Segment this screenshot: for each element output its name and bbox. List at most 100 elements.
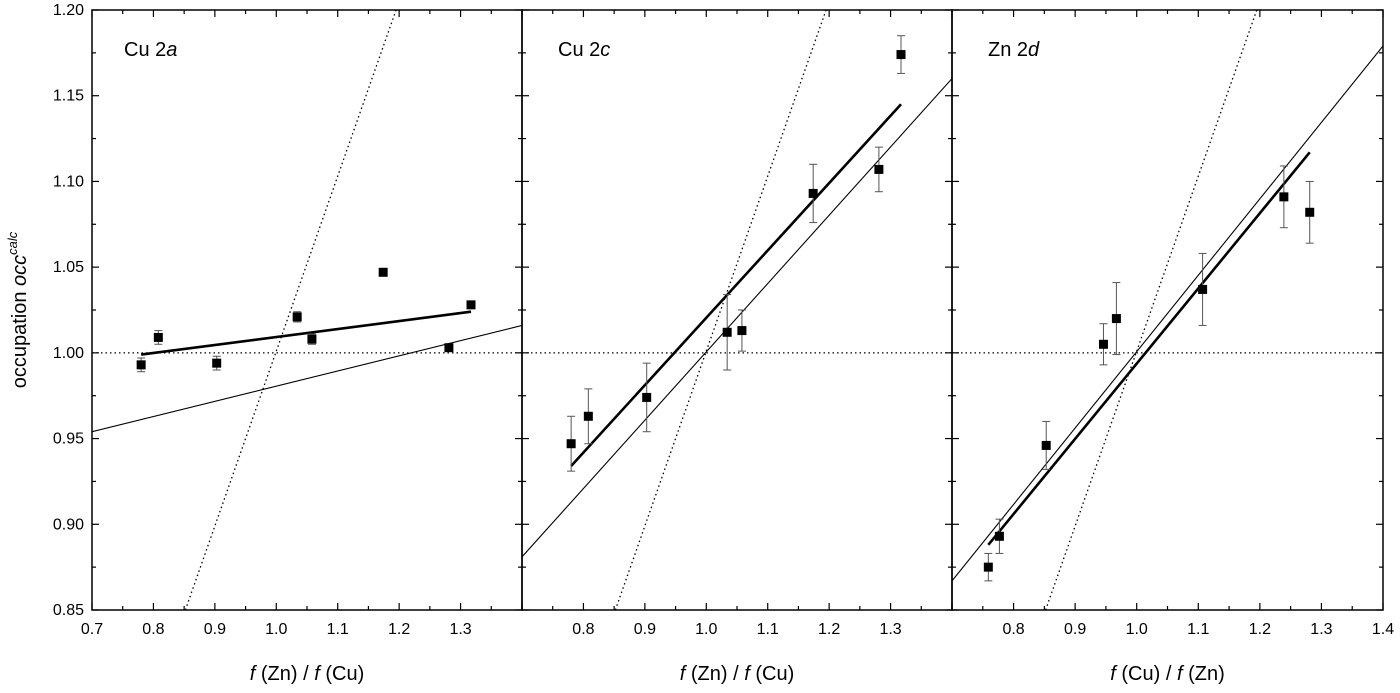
x-tick-label: 0.9: [1064, 621, 1086, 638]
data-point: [378, 267, 388, 277]
x-tick-label: 0.8: [1002, 621, 1024, 638]
data-point: [874, 164, 884, 174]
data-point: [307, 334, 317, 344]
dotted-diagonal-line: [1044, 10, 1258, 610]
x-axis-title-f: f: [680, 663, 688, 685]
panel-frame: [951, 9, 1384, 611]
x-axis-title-text: (Cu): [750, 663, 794, 685]
y-tick-label: 1.00: [53, 345, 84, 362]
x-tick-label: 1.1: [757, 621, 779, 638]
panel-label: Cu 2c: [558, 39, 610, 61]
y-tick-label: 1.10: [53, 173, 84, 190]
data-point: [808, 188, 818, 198]
data-point: [136, 360, 146, 370]
x-tick-label: 1.3: [449, 621, 471, 638]
panel-frame: [91, 9, 523, 611]
data-point: [983, 562, 993, 572]
x-axis-title-f: f: [250, 663, 258, 685]
panel-label: Zn 2d: [988, 39, 1040, 61]
x-tick-label: 1.0: [265, 621, 287, 638]
y-tick-label: 1.15: [53, 88, 84, 105]
x-axis-title-f: f: [1177, 663, 1185, 685]
y-axis-title-text: occupation: [9, 286, 31, 388]
x-tick-label: 0.9: [204, 621, 226, 638]
data-point: [994, 531, 1004, 541]
x-axis-title: f (Zn) / f (Cu): [250, 663, 364, 685]
thick-fit-line: [140, 310, 472, 356]
y-tick-label: 0.95: [53, 431, 84, 448]
dotted-diagonal-line: [614, 10, 827, 610]
panel-label-italic: d: [1028, 39, 1040, 61]
panel-label-text: Cu 2: [558, 39, 600, 61]
data-point: [737, 326, 747, 336]
x-tick-label: 0.8: [572, 621, 594, 638]
x-tick-label: 1.1: [1187, 621, 1209, 638]
thin-reference-line: [952, 45, 1383, 582]
x-axis-title-text: (Zn): [1183, 663, 1225, 685]
data-point: [642, 392, 652, 402]
dotted-diagonal-line: [184, 10, 397, 610]
data-point: [896, 50, 906, 60]
data-point: [444, 343, 454, 353]
panel-3: 0.8 0.9 1.0 1.1 1.2 1.3 1.4 Zn 2d f (Cu) / f (Zn…: [951, 9, 1394, 685]
data-point: [292, 312, 302, 322]
panel-plot-area: [92, 10, 522, 610]
thin-reference-line: [522, 78, 952, 558]
x-axis-title-text: (Zn) /: [255, 663, 314, 685]
y-tick-label: 0.90: [53, 516, 84, 533]
x-axis-title: f (Cu) / f (Zn): [1110, 663, 1224, 685]
data-point: [1041, 440, 1051, 450]
panel-label-italic: a: [166, 39, 177, 61]
data-point: [1305, 207, 1315, 217]
x-tick-label: 1.2: [388, 621, 410, 638]
panel-label-italic: c: [600, 39, 610, 61]
x-tick-label: 1.4: [1372, 621, 1394, 638]
thin-reference-line: [92, 324, 522, 433]
thick-fit-line: [570, 103, 902, 467]
data-point: [1111, 314, 1121, 324]
panel-plot-area: [522, 10, 952, 610]
y-tick-label: 1.20: [53, 2, 84, 19]
y-axis-title-superscript: calc: [5, 231, 20, 255]
x-tick-label: 1.0: [1126, 621, 1148, 638]
x-tick-label: 1.2: [1249, 621, 1271, 638]
data-point: [566, 439, 576, 449]
x-axis-title-f: f: [1110, 663, 1118, 685]
x-axis-title-f: f: [744, 663, 752, 685]
x-tick-label: 0.8: [142, 621, 164, 638]
data-point: [1098, 339, 1108, 349]
x-tick-label: 0.7: [81, 621, 103, 638]
panel-label: Cu 2a: [124, 39, 177, 61]
data-point: [1198, 284, 1208, 294]
panel-2: 0.8 0.9 1.0 1.1 1.2 1.3 Cu 2c f (Zn) / f (Cu): [521, 9, 953, 685]
data-point: [153, 332, 163, 342]
y-axis-title-italic: occ: [9, 255, 31, 286]
x-axis-title-f: f: [314, 663, 322, 685]
x-tick-label: 1.0: [695, 621, 717, 638]
x-tick-label: 0.9: [634, 621, 656, 638]
x-tick-label: 1.1: [327, 621, 349, 638]
y-tick-label: 0.85: [53, 602, 84, 619]
y-axis-title: occupation occcalc: [5, 231, 31, 388]
data-point: [1279, 192, 1289, 202]
x-tick-label: 1.3: [879, 621, 901, 638]
panel-label-text: Cu 2: [124, 39, 166, 61]
panel-frame: [521, 9, 953, 611]
x-axis-title-text: (Zn) /: [685, 663, 744, 685]
panel-1: 0.7 0.8 0.9 1.0 1.1 1.2 1.3 0.85 0.90 0.95 1.00 1.0…: [5, 2, 523, 685]
thick-fit-line: [987, 151, 1311, 546]
x-tick-label: 1.3: [1310, 621, 1332, 638]
x-axis-title-text: (Cu) /: [1116, 663, 1177, 685]
y-tick-label: 1.05: [53, 259, 84, 276]
x-axis-title: f (Zn) / f (Cu): [680, 663, 794, 685]
panel-label-text: Zn 2: [988, 39, 1028, 61]
panel-plot-area: [952, 10, 1383, 610]
data-point: [466, 300, 476, 310]
x-tick-label: 1.2: [818, 621, 840, 638]
x-axis-title-text: (Cu): [320, 663, 364, 685]
data-point: [722, 327, 732, 337]
data-point: [583, 411, 593, 421]
data-point: [212, 358, 222, 368]
